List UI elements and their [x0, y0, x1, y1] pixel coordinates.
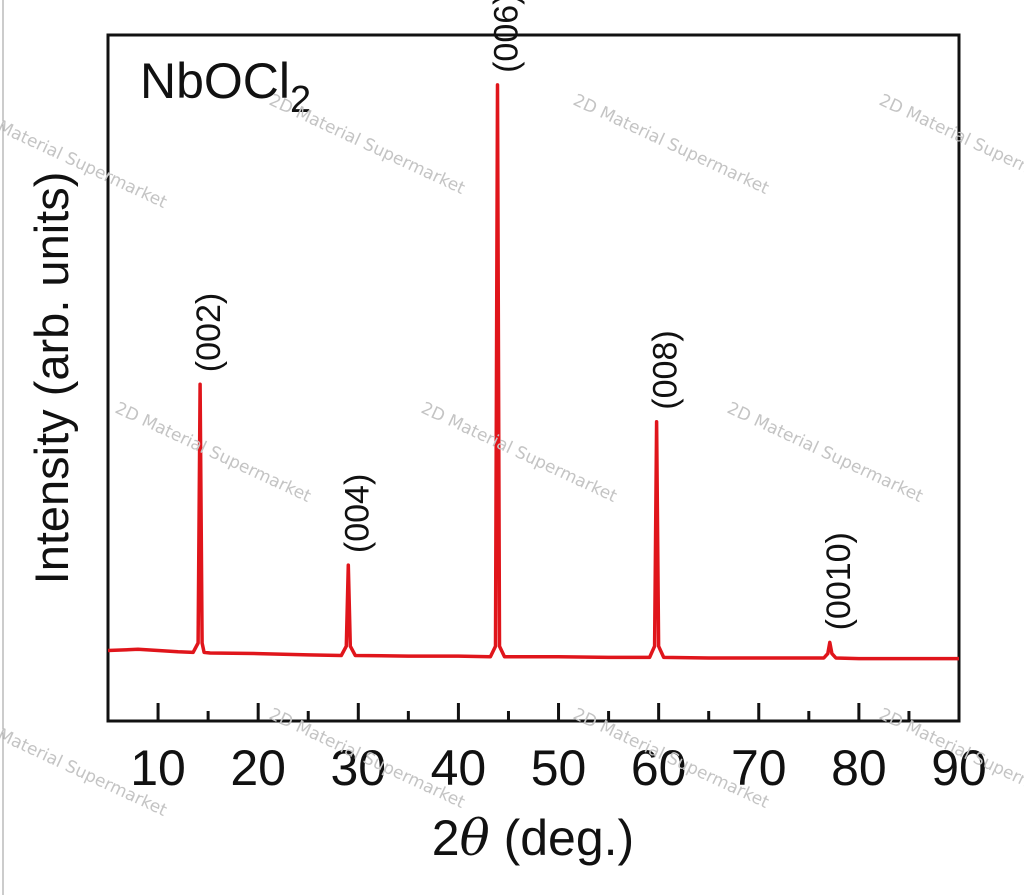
x-tick-label: 90	[931, 740, 987, 796]
peak-label: (006)	[488, 0, 526, 73]
peak-label: (002)	[190, 293, 228, 372]
watermark-text: 2D Material Supermarket	[266, 90, 468, 199]
x-tick-label: 50	[531, 740, 587, 796]
watermark-text: 2D Material Supermarket	[112, 398, 314, 507]
x-axis-label: 2θ (deg.)	[432, 809, 634, 867]
peak-labels: (002) (004) (006) (008) (0010)	[190, 0, 858, 630]
x-tick-label: 20	[230, 740, 286, 796]
x-tick-label: 80	[831, 740, 887, 796]
watermark-text: 2D Material Supermarket	[570, 90, 772, 199]
watermark-text: 2D Material Supermarket	[418, 398, 620, 507]
x-tick-label: 70	[731, 740, 787, 796]
x-axis-ticks	[106, 703, 961, 721]
peak-label: (004)	[338, 474, 376, 553]
xrd-pattern-line	[107, 83, 959, 661]
x-tick-label: 30	[330, 740, 386, 796]
peak-label: (0010)	[820, 532, 858, 630]
x-axis-tick-labels: 10 20 30 40 50 60 70 80 90	[130, 740, 987, 796]
x-tick-label: 60	[631, 740, 687, 796]
y-axis-label: Intensity (arb. units)	[25, 172, 78, 585]
watermark-text: 2D Material Supermarket	[876, 90, 1024, 199]
chart-title: NbOCl2	[140, 53, 311, 121]
x-tick-label: 10	[130, 740, 186, 796]
watermark-layer: 2D Material Supermarket 2D Material Super…	[0, 90, 1024, 821]
x-tick-label: 40	[431, 740, 487, 796]
watermark-text: 2D Material Supermarket	[724, 398, 926, 507]
plot-frame	[106, 33, 961, 723]
peak-label: (008)	[647, 330, 685, 409]
